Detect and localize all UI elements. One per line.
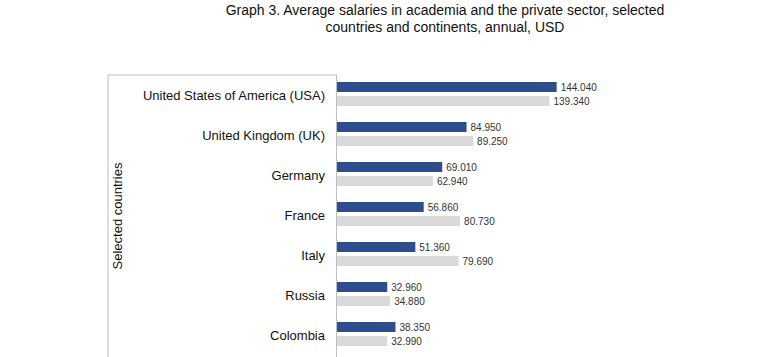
category-label: Germany xyxy=(272,168,326,183)
y-axis-label: Selected countries xyxy=(110,162,125,269)
bars xyxy=(337,82,557,346)
chart-svg: Selected countries United States of Ameri… xyxy=(0,0,769,357)
category-label: United States of America (USA) xyxy=(143,88,325,103)
data-label: 38.350 xyxy=(399,322,430,333)
bar xyxy=(337,216,460,226)
category-label: France xyxy=(285,208,325,223)
bar xyxy=(337,202,424,212)
data-label: 89.250 xyxy=(477,136,508,147)
axis-line xyxy=(336,75,337,357)
bar xyxy=(337,82,557,92)
bar xyxy=(337,122,467,132)
bar xyxy=(337,96,549,106)
frame-line xyxy=(108,75,109,357)
data-label: 80.730 xyxy=(464,216,495,227)
category-label: Russia xyxy=(285,288,326,303)
data-label: 51.360 xyxy=(419,242,450,253)
bar xyxy=(337,336,387,346)
category-label: Italy xyxy=(301,248,325,263)
bar xyxy=(337,136,473,146)
bar xyxy=(337,322,395,332)
bar xyxy=(337,176,433,186)
bar xyxy=(337,242,415,252)
category-label: Colombia xyxy=(270,328,326,343)
bar xyxy=(337,162,442,172)
category-label: United Kingdom (UK) xyxy=(202,128,325,143)
data-label: 144.040 xyxy=(561,82,598,93)
data-label: 69.010 xyxy=(446,162,477,173)
data-label: 34.880 xyxy=(394,296,425,307)
bar xyxy=(337,282,387,292)
data-label: 139.340 xyxy=(553,96,590,107)
bar xyxy=(337,296,390,306)
data-label: 56.860 xyxy=(428,202,459,213)
data-label: 32.960 xyxy=(391,282,422,293)
data-label: 79.690 xyxy=(463,256,494,267)
chart-title: Graph 3. Average salaries in academia an… xyxy=(200,2,690,36)
frame-line xyxy=(108,75,337,76)
data-label: 84.950 xyxy=(471,122,502,133)
data-label: 32.990 xyxy=(391,336,422,347)
labels: United States of America (USA) 144.040 139… xyxy=(143,82,597,347)
bar xyxy=(337,256,459,266)
data-label: 62.940 xyxy=(437,176,468,187)
